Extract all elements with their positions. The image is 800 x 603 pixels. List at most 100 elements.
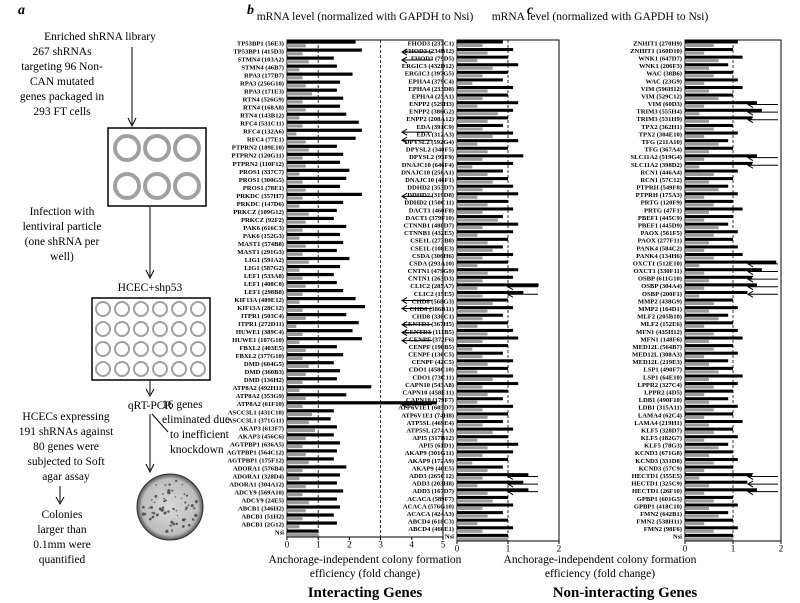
- bar: [685, 248, 705, 252]
- bar: [457, 48, 514, 52]
- category-label: CHD8 (568G3): [412, 298, 454, 305]
- bar: [685, 488, 757, 492]
- category-label: FHOD3 (234B12): [405, 48, 454, 55]
- category-label: MAST1 (291G3): [237, 249, 284, 256]
- bar: [457, 230, 514, 234]
- category-label: OSBP (611G10): [638, 276, 682, 283]
- category-label: LIG1 (587G2): [244, 265, 284, 272]
- bar: [685, 362, 709, 366]
- category-label: API5 (317B12): [412, 435, 454, 442]
- bar: [685, 317, 719, 321]
- bar: [287, 68, 300, 72]
- colony: [181, 525, 185, 528]
- x-tick-label: 1: [316, 539, 321, 549]
- category-label: WAC (38B6): [646, 71, 682, 78]
- bar: [457, 283, 539, 287]
- bar: [457, 222, 519, 226]
- bar: [685, 146, 733, 150]
- panel-a: a Enriched shRNA library 267 shRNAs targ…: [18, 3, 230, 566]
- bar: [457, 74, 483, 78]
- colony: [164, 484, 167, 486]
- category-label: ACACA (424A3): [407, 511, 454, 518]
- category-label: FHOD3 (237C1): [408, 40, 454, 47]
- bar: [457, 480, 524, 484]
- bar: [685, 290, 748, 294]
- step-text: 0.1mm were: [33, 539, 90, 551]
- category-label: ADORA1 (304A12): [229, 481, 284, 488]
- bar: [685, 245, 738, 249]
- highlight-arrow: [507, 480, 538, 488]
- category-label: TPX2 (304E10): [639, 131, 682, 138]
- bar: [287, 332, 303, 336]
- bar: [685, 321, 733, 325]
- bar: [287, 452, 306, 457]
- highlight-arrow: [401, 305, 432, 312]
- highlight-arrow: [401, 56, 432, 64]
- category-label: AKAP9 (172A9): [408, 458, 454, 465]
- step-text: quantified: [39, 554, 86, 566]
- category-label: ADORA1 (576B4): [233, 465, 284, 472]
- step-text: lentiviral particle: [23, 221, 102, 233]
- bar: [685, 374, 743, 378]
- bar: [685, 150, 709, 154]
- panel-letter: a: [18, 3, 25, 18]
- category-label: ITPR1 (272D11): [238, 321, 284, 328]
- category-label: PRKDC (357H7): [236, 193, 284, 200]
- bar: [685, 268, 762, 272]
- bar: [457, 344, 508, 348]
- highlight-arrow: [401, 321, 432, 329]
- category-label: DMD (136H2): [244, 377, 284, 384]
- plot-frame: [286, 39, 444, 538]
- category-label: KIF13A (28C12): [237, 305, 284, 312]
- category-label: CSE1L (108E3): [410, 245, 454, 252]
- bar: [685, 172, 714, 177]
- bar: [287, 120, 359, 124]
- bar: [685, 70, 733, 74]
- bar: [685, 123, 733, 127]
- bar: [287, 200, 344, 205]
- bar: [457, 139, 519, 143]
- colony: [181, 483, 184, 486]
- bar: [685, 518, 733, 522]
- category-label: DPYSL2 (592G4): [405, 139, 454, 146]
- arrowhead: [127, 117, 137, 128]
- bar: [685, 503, 738, 507]
- bar: [457, 382, 519, 386]
- bar: [457, 165, 473, 169]
- bar: [287, 88, 337, 92]
- bar: [685, 336, 743, 340]
- category-label: LPPR2 (4D5): [644, 389, 682, 396]
- category-label: DPYSL2 (95F9): [409, 154, 454, 161]
- bar: [457, 313, 503, 317]
- bar: [685, 511, 729, 515]
- category-label: API5 (61D1): [419, 443, 454, 450]
- category-label: SLC11A2 (398D2): [631, 162, 682, 169]
- category-label: OXCT1 (330F11): [633, 268, 682, 275]
- bar: [287, 477, 300, 481]
- bar: [457, 245, 503, 249]
- category-label: Nsi: [445, 534, 454, 541]
- category-label: PANK4 (134H6): [636, 253, 682, 260]
- category-label: LSP1 (64E10): [643, 374, 682, 381]
- bar: [685, 279, 709, 283]
- x-tick-label: 0: [455, 543, 460, 553]
- bar: [457, 135, 493, 139]
- bar: [685, 66, 709, 70]
- category-label: FHOD3 (79D5): [411, 55, 454, 62]
- bar: [287, 521, 337, 525]
- category-label: MMP2 (438G9): [638, 298, 682, 305]
- colony: [151, 498, 153, 501]
- category-label: CLIC2 (15E5): [414, 291, 454, 298]
- bar: [685, 286, 705, 290]
- bar: [457, 427, 514, 431]
- bar: [685, 347, 714, 351]
- bar: [287, 212, 309, 216]
- axis-title: mRNA level (normalized with GAPDH to Nsi…: [492, 11, 709, 23]
- category-label: EPHA4 (233D8): [408, 86, 454, 93]
- colony: [170, 520, 174, 524]
- bar: [457, 362, 488, 366]
- bar: [685, 161, 753, 165]
- bar: [685, 112, 700, 116]
- category-label: PRTG (47F1): [644, 207, 682, 214]
- bar: [287, 240, 344, 245]
